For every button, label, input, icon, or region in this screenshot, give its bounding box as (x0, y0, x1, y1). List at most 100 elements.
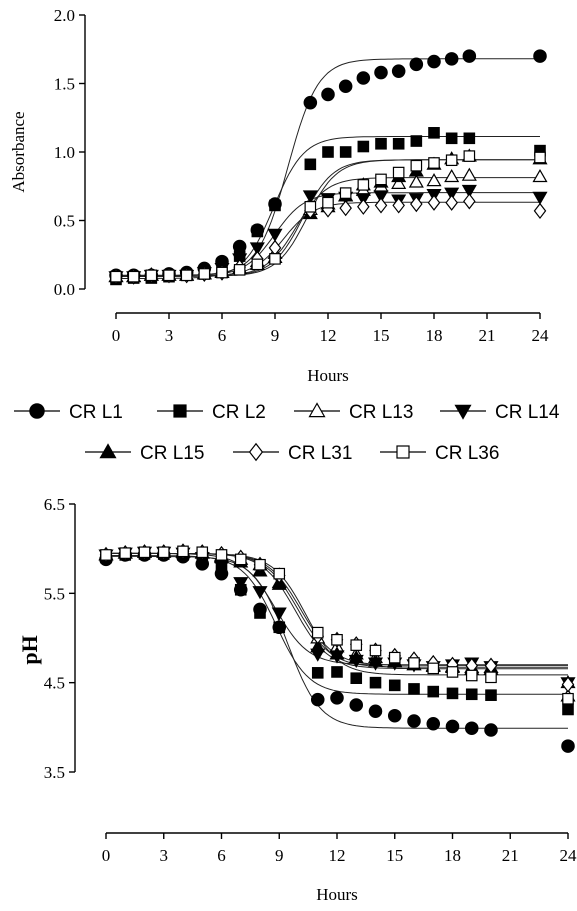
legend-label: CR L36 (435, 443, 499, 464)
absorbance-x-tick-label: 9 (271, 326, 280, 345)
ph-point-cr-l36 (369, 644, 382, 657)
absorbance-point-cr-l2 (304, 158, 317, 171)
ph-point-cr-l2 (369, 676, 382, 689)
absorbance-point-cr-l36 (322, 196, 334, 209)
ph-point-cr-l2 (408, 683, 420, 695)
legend-item-cr-l15: CR L15 (85, 443, 204, 464)
absorbance-point-cr-l13 (391, 175, 407, 189)
ph-point-cr-l1 (349, 698, 364, 712)
absorbance-point-cr-l31 (463, 193, 476, 210)
legend-marker-cr-l1 (29, 403, 45, 419)
absorbance-point-cr-l14 (267, 228, 283, 242)
ph-point-cr-l36 (273, 567, 286, 580)
ph-point-cr-l15 (329, 646, 345, 660)
absorbance-point-cr-l31 (392, 197, 405, 214)
absorbance-point-cr-l14 (444, 187, 460, 201)
absorbance-point-cr-l2 (445, 132, 458, 145)
absorbance-x-tick-label: 6 (218, 326, 227, 345)
ph-point-cr-l1 (464, 721, 479, 736)
absorbance-point-cr-l1 (303, 95, 318, 110)
absorbance-point-cr-l14 (532, 191, 548, 205)
absorbance-y-axis-title: Absorbance (9, 111, 28, 192)
ph-point-cr-l1 (330, 691, 344, 705)
absorbance-y-tick-label: 0.0 (54, 280, 75, 299)
ph-point-cr-l36 (157, 546, 170, 559)
absorbance-point-cr-l31 (339, 200, 352, 217)
ph-point-cr-l2 (388, 679, 401, 692)
ph-point-cr-l2 (254, 607, 266, 619)
ph-y-tick-label: 3.5 (44, 763, 65, 782)
ph-point-cr-l2 (311, 667, 324, 679)
ph-point-cr-l1 (426, 716, 441, 731)
absorbance-point-cr-l31 (357, 198, 370, 215)
ph-point-cr-l36 (427, 662, 440, 675)
legend: CR L1 CR L2 CR L13 CR L14 CR L15 CR L31 CR L36 (14, 402, 560, 464)
absorbance-point-cr-l1 (391, 64, 406, 78)
legend-item-cr-l31: CR L31 (233, 442, 352, 464)
ph-point-cr-l36 (446, 666, 459, 678)
absorbance-point-cr-l1 (427, 54, 441, 69)
absorbance-point-cr-l36 (392, 166, 405, 179)
absorbance-point-cr-l31 (427, 194, 441, 211)
legend-label: CR L14 (495, 402, 560, 423)
absorbance-point-cr-l2 (392, 137, 405, 150)
ph-x-tick-label: 12 (329, 846, 346, 865)
ph-x-tick-label: 21 (502, 846, 519, 865)
absorbance-point-cr-l1 (444, 52, 459, 66)
absorbance-point-cr-l31 (374, 197, 388, 214)
legend-label: CR L13 (349, 402, 413, 423)
absorbance-point-cr-l36 (445, 154, 458, 167)
ph-points (98, 543, 576, 753)
ph-point-cr-l14 (271, 607, 287, 621)
absorbance-point-cr-l2 (375, 137, 387, 150)
absorbance-point-cr-l14 (249, 242, 265, 256)
absorbance-point-cr-l36 (410, 159, 423, 172)
legend-marker-cr-l31 (248, 442, 264, 462)
ph-point-cr-l36 (196, 546, 209, 559)
absorbance-x-tick-label: 15 (373, 326, 390, 345)
ph-point-cr-l2 (273, 621, 286, 634)
legend-marker-cr-l15 (99, 443, 117, 459)
absorbance-point-cr-l14 (302, 190, 318, 204)
ph-point-cr-l14 (233, 577, 249, 591)
ph-x-tick-label: 15 (386, 846, 403, 865)
absorbance-point-cr-l36 (198, 268, 211, 280)
absorbance-point-cr-l36 (127, 270, 140, 283)
ph-point-cr-l2 (562, 703, 574, 716)
absorbance-point-cr-l14 (373, 190, 389, 204)
ph-point-cr-l15 (310, 639, 326, 653)
ph-point-cr-l31 (561, 676, 575, 693)
ph-y-ticks: 3.5 4.5 5.5 6.5 (44, 495, 75, 782)
absorbance-point-cr-l2 (428, 127, 440, 139)
ph-point-cr-l1 (445, 719, 460, 734)
absorbance-point-cr-l31 (410, 195, 423, 213)
absorbance-point-cr-l2 (339, 146, 352, 158)
absorbance-point-cr-l13 (532, 168, 548, 183)
ph-point-cr-l36 (388, 651, 401, 664)
ph-point-cr-l1 (561, 739, 575, 753)
ph-x-tick-label: 24 (560, 846, 577, 865)
absorbance-x-tick-label: 0 (112, 326, 121, 345)
ph-x-axis-title: Hours (316, 885, 358, 904)
absorbance-point-cr-l36 (163, 269, 175, 282)
legend-item-cr-l1: CR L1 (14, 402, 123, 423)
ph-point-cr-l36 (215, 549, 228, 561)
ph-chart: 3.5 4.5 5.5 6.5 0 3 6 9 12 15 18 21 24 pH Hours (17, 495, 577, 904)
absorbance-chart: 0.0 0.5 1.0 1.5 2.0 0 3 6 9 12 15 18 21 24 Absorbanc… (9, 6, 549, 385)
ph-point-cr-l1 (368, 704, 383, 719)
absorbance-y-tick-label: 0.5 (54, 212, 75, 231)
absorbance-point-cr-l36 (339, 187, 352, 199)
ph-point-cr-l36 (331, 633, 343, 646)
ph-point-cr-l2 (427, 685, 440, 698)
absorbance-point-cr-l13 (444, 168, 460, 183)
absorbance-x-tick-label: 18 (426, 326, 443, 345)
absorbance-point-cr-l36 (534, 151, 546, 164)
absorbance-x-axis-title: Hours (307, 366, 349, 385)
ph-x-tick-label: 6 (217, 846, 226, 865)
absorbance-point-cr-l1 (409, 57, 424, 72)
ph-point-cr-l36 (465, 669, 478, 682)
ph-point-cr-l36 (234, 553, 247, 566)
ph-point-cr-l36 (485, 671, 497, 684)
legend-item-cr-l13: CR L13 (294, 402, 413, 423)
absorbance-point-cr-l14 (461, 184, 477, 199)
